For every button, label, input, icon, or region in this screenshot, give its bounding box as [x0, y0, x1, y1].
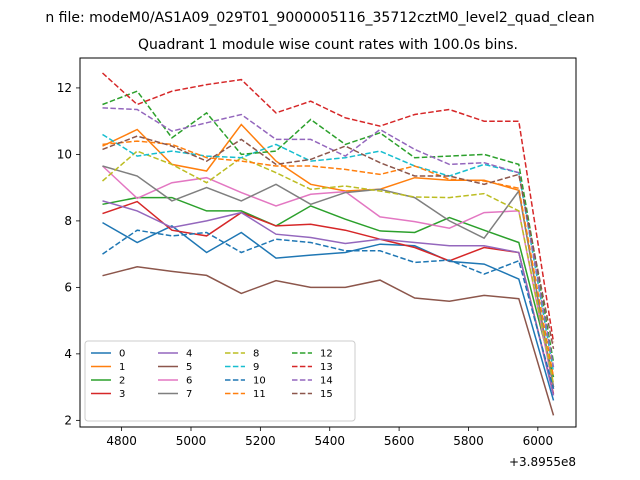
figure-suptitle: n file: modeM0/AS1A09_029T01_9000005116_…	[45, 10, 594, 26]
legend-label-14: 14	[320, 376, 333, 387]
x-tick-label: 5400	[314, 434, 345, 448]
x-axis-ticks: 4800 5000 5200 5400 5600 5800 6000	[106, 427, 553, 448]
series-line-15	[102, 135, 555, 350]
legend-label-8: 8	[253, 349, 259, 360]
plot-area-frame	[79, 57, 577, 428]
legend-label-4: 4	[186, 349, 192, 360]
legend-label-9: 9	[253, 362, 259, 373]
legend-label-6: 6	[186, 376, 192, 387]
series-line-12	[102, 90, 555, 363]
y-tick-label: 6	[64, 280, 72, 294]
series-line-9	[102, 133, 555, 373]
series-line-11	[102, 140, 555, 378]
series-line-5	[102, 266, 555, 416]
legend-label-11: 11	[253, 389, 266, 400]
y-tick-label: 8	[64, 214, 72, 228]
series-line-4	[102, 200, 555, 396]
x-tick-label: 4800	[106, 434, 137, 448]
legend-label-1: 1	[119, 362, 125, 373]
series-line-6	[101, 165, 555, 389]
x-axis-offset-label: +3.8955e8	[509, 455, 576, 469]
legend-label-3: 3	[119, 389, 125, 400]
chart-title: Quadrant 1 module wise count rates with …	[138, 37, 518, 53]
series-line-10	[102, 229, 555, 389]
series-line-8	[102, 150, 555, 384]
x-tick-label: 5200	[245, 434, 276, 448]
series-line-0	[102, 221, 555, 401]
legend-label-15: 15	[320, 389, 333, 400]
legend-label-13: 13	[320, 362, 333, 373]
legend-label-2: 2	[119, 376, 125, 387]
legend-label-5: 5	[186, 362, 192, 373]
y-tick-label: 4	[64, 347, 72, 361]
series-line-3	[102, 200, 555, 394]
x-tick-label: 5600	[384, 434, 415, 448]
y-tick-label: 2	[64, 413, 72, 427]
legend-box	[84, 340, 356, 422]
x-tick-label: 5800	[453, 434, 484, 448]
legend-label-7: 7	[186, 389, 192, 400]
y-tick-label: 12	[57, 81, 72, 95]
legend-label-0: 0	[119, 349, 125, 360]
series-line-7	[102, 165, 555, 388]
legend-label-10: 10	[253, 376, 266, 387]
series-line-14	[102, 107, 555, 368]
y-tick-label: 10	[57, 147, 72, 161]
y-axis-ticks: 2 4 6 8 10 12	[57, 81, 80, 427]
legend-label-12: 12	[320, 349, 333, 360]
plot-lines	[101, 72, 555, 416]
x-tick-label: 6000	[523, 434, 554, 448]
x-tick-label: 5000	[176, 434, 207, 448]
series-line-13	[101, 72, 555, 343]
series-line-2	[102, 196, 555, 378]
